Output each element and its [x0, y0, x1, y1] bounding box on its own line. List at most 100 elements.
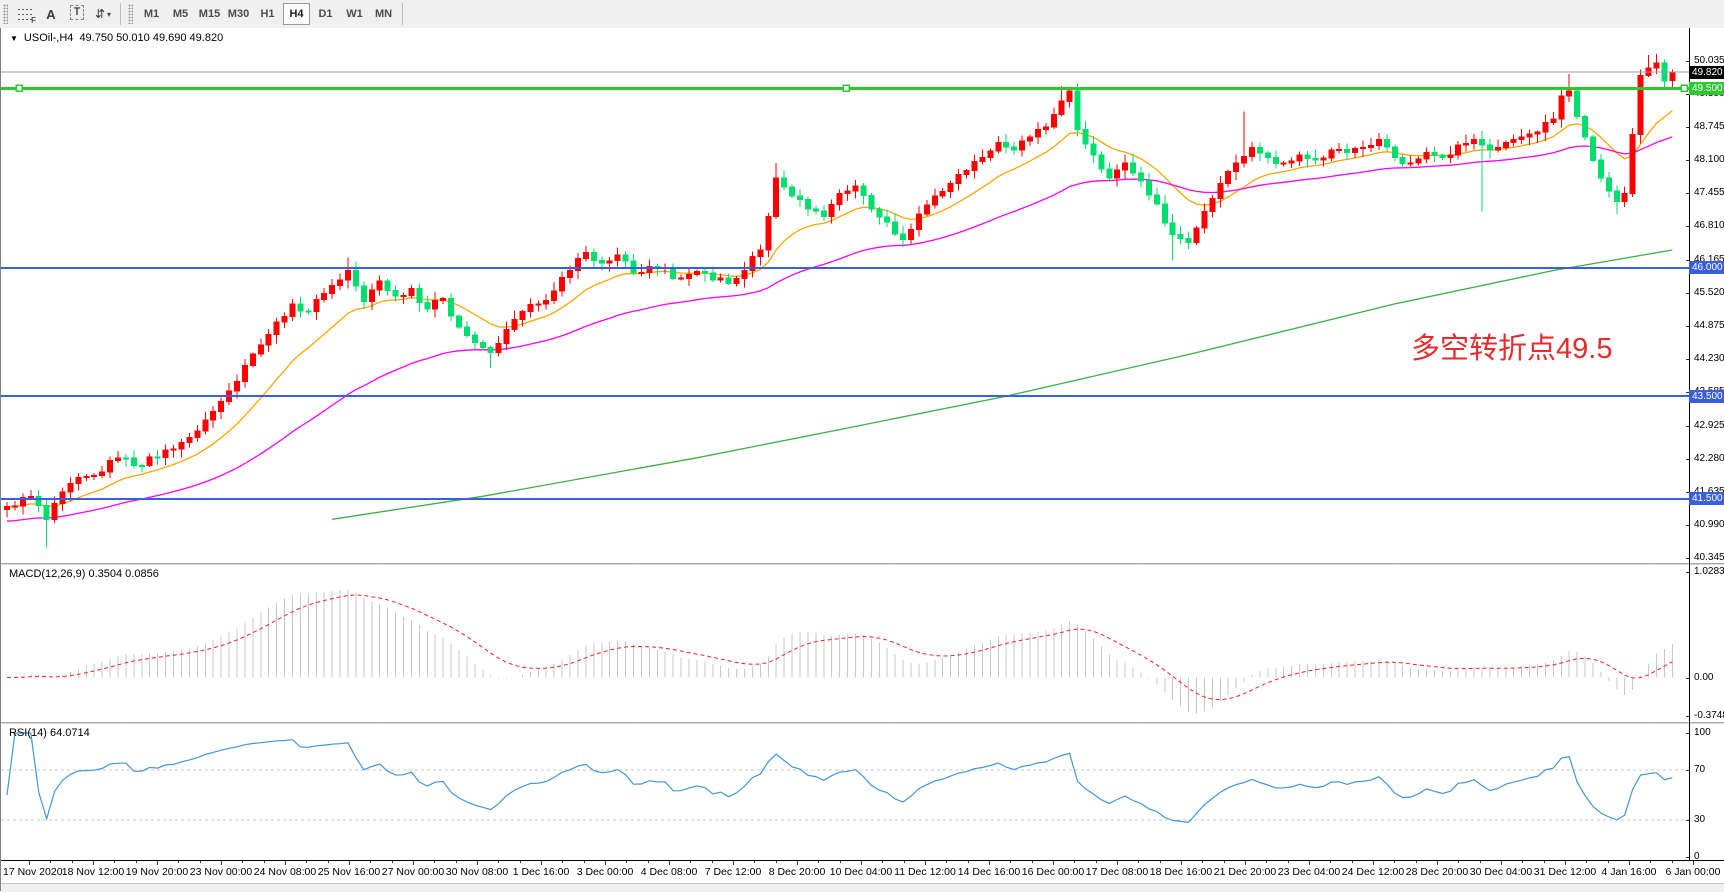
- time-tick-minor: [392, 861, 393, 863]
- time-tick-label: 27 Nov 00:00: [381, 866, 445, 878]
- time-tick-mark: [1309, 861, 1310, 865]
- macd-histogram: [22, 589, 1673, 714]
- timeframe-m5-button[interactable]: M5: [172, 8, 189, 20]
- price-tick-mark: [1686, 359, 1690, 360]
- price-tick-label: 48.745: [1694, 121, 1724, 132]
- hline-anchor[interactable]: [1680, 84, 1688, 93]
- rsi-tick-mark: [1686, 770, 1690, 771]
- rsi-chart: [1, 732, 1690, 824]
- ohlc-values: 49.750 50.010 49.690 49.820: [79, 32, 224, 44]
- time-tick-mark: [29, 861, 30, 865]
- arrow-tools-button[interactable]: ⇵ ▾: [90, 2, 116, 26]
- time-tick-label: 30 Nov 08:00: [445, 866, 509, 878]
- time-tick-mark: [285, 861, 286, 865]
- time-tick-minor: [328, 861, 329, 863]
- rsi-tick-mark: [1686, 820, 1690, 821]
- time-tick-label: 16 Dec 00:00: [1021, 866, 1085, 878]
- timeframe-h1-button[interactable]: H1: [260, 8, 275, 20]
- price-tick-mark: [1686, 525, 1690, 526]
- toolbar: F A T ⇵ ▾ M1 M5 M15 M30 H1 H4 D1 W1 MN: [0, 0, 1724, 29]
- text-label-icon: T: [69, 5, 85, 20]
- price-tick-mark: [1686, 293, 1690, 294]
- time-tick-mark: [1053, 861, 1054, 865]
- time-tick-minor: [242, 861, 243, 863]
- panel-divider[interactable]: [1, 563, 1724, 565]
- time-tick-label: 17 Nov 2020: [3, 866, 63, 878]
- price-tick-mark: [1686, 558, 1690, 559]
- macd-panel[interactable]: MACD(12,26,9) 0.3504 0.0856: [1, 565, 1690, 722]
- time-tick-minor: [776, 861, 777, 863]
- price-axis[interactable]: 50.03549.39048.74548.10047.45546.81046.1…: [1686, 28, 1724, 563]
- timeframe-mn-button[interactable]: MN: [374, 8, 393, 20]
- time-tick-mark: [157, 861, 158, 865]
- macd-tick-mark: [1686, 572, 1690, 573]
- arrows-icon: ⇵: [94, 7, 106, 21]
- time-tick-label: 4 Dec 08:00: [640, 866, 698, 878]
- chevron-down-icon[interactable]: ▾: [107, 9, 112, 19]
- text-label-tool-button[interactable]: T: [64, 2, 90, 26]
- timeframe-d1-button[interactable]: D1: [318, 8, 333, 20]
- time-tick-mark: [1565, 861, 1566, 865]
- time-tick-minor: [1096, 861, 1097, 863]
- rsi-panel[interactable]: RSI(14) 64.0714: [1, 724, 1690, 860]
- toolbar-grip[interactable]: [3, 4, 8, 24]
- time-tick-label: 18 Nov 12:00: [61, 866, 125, 878]
- timeframe-m15-button[interactable]: M15: [198, 8, 221, 20]
- time-tick-minor: [1352, 861, 1353, 863]
- hline-anchor[interactable]: [15, 84, 23, 93]
- macd-tick-mark: [1686, 716, 1690, 717]
- time-tick-minor: [712, 861, 713, 863]
- price-chart-panel[interactable]: ▼ USOil-,H4 49.750 50.010 49.690 49.820 …: [1, 28, 1690, 563]
- time-tick-minor: [498, 861, 499, 863]
- time-tick-mark: [413, 861, 414, 865]
- time-tick-label: 28 Dec 20:00: [1405, 866, 1469, 878]
- fibonacci-tool-button[interactable]: F: [12, 2, 38, 26]
- candlestick-chart[interactable]: [1, 28, 1690, 563]
- time-tick-minor: [584, 861, 585, 863]
- hline-anchor[interactable]: [842, 84, 850, 93]
- fibonacci-letter: F: [31, 16, 36, 25]
- time-tick-minor: [1650, 861, 1651, 863]
- time-tick-label: 25 Nov 16:00: [317, 866, 381, 878]
- price-tick-label: 41.635: [1694, 486, 1724, 497]
- time-axis[interactable]: 17 Nov 2020 18 Nov 12:00 19 Nov 20:00 23 No…: [1, 860, 1724, 884]
- time-tick-minor: [1224, 861, 1225, 863]
- rsi-axis[interactable]: 100 70 30 0: [1686, 724, 1724, 862]
- time-tick-mark: [1437, 861, 1438, 865]
- time-tick-minor: [1032, 861, 1033, 863]
- rsi-tick-mark: [1686, 857, 1690, 858]
- price-tick-label: 48.100: [1694, 154, 1724, 165]
- time-tick-label: 1 Dec 16:00: [512, 866, 570, 878]
- time-tick-minor: [50, 861, 51, 863]
- time-tick-mark: [605, 861, 606, 865]
- timeframe-h4-button[interactable]: H4: [283, 3, 310, 25]
- macd-signal-line: [7, 594, 1673, 701]
- macd-axis[interactable]: 1.0283 0.00 -0.3748: [1686, 565, 1724, 722]
- timeframe-m1-button[interactable]: M1: [143, 8, 160, 20]
- time-tick-minor: [690, 861, 691, 863]
- time-tick-minor: [520, 861, 521, 863]
- panel-divider[interactable]: [1, 722, 1724, 724]
- time-tick-minor: [264, 861, 265, 863]
- text-tool-button[interactable]: A: [38, 2, 64, 26]
- time-tick-label: 23 Dec 04:00: [1277, 866, 1341, 878]
- ma-slow-line: [6, 136, 1673, 522]
- time-tick-mark: [797, 861, 798, 865]
- time-tick-minor: [178, 861, 179, 863]
- axis-separator-line: [1689, 28, 1690, 860]
- macd-label: MACD(12,26,9) 0.3504 0.0856: [9, 568, 159, 580]
- time-tick-label: 14 Dec 16:00: [957, 866, 1021, 878]
- time-tick-label: 4 Jan 16:00: [1601, 866, 1657, 878]
- annotation-text[interactable]: 多空转折点49.5: [1411, 333, 1613, 365]
- time-tick-label: 24 Dec 12:00: [1341, 866, 1405, 878]
- symbol-dropdown-icon[interactable]: ▼: [10, 33, 18, 43]
- time-tick-mark: [669, 861, 670, 865]
- toolbar-grip[interactable]: [128, 4, 133, 24]
- price-tick-label: 44.230: [1694, 353, 1724, 364]
- timeframe-w1-button[interactable]: W1: [346, 8, 363, 20]
- timeframe-m30-button[interactable]: M30: [227, 8, 250, 20]
- time-tick-minor: [946, 861, 947, 863]
- time-tick-minor: [1266, 861, 1267, 863]
- rsi-tick-mark: [1686, 733, 1690, 734]
